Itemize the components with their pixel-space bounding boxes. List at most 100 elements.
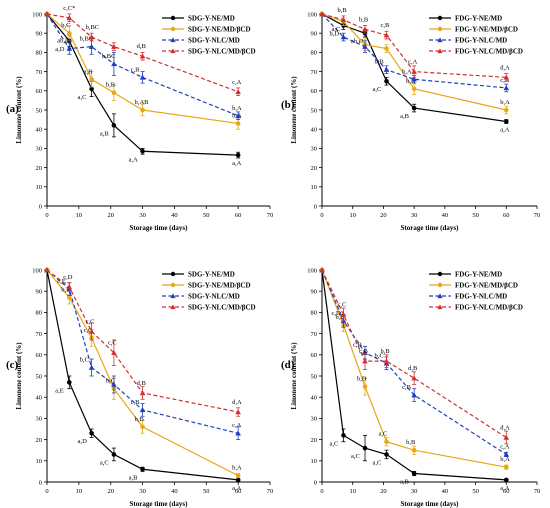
data-point xyxy=(139,53,146,59)
data-label: c,C* xyxy=(63,5,75,12)
x-tick-label: 40 xyxy=(171,212,178,219)
data-point xyxy=(88,364,95,370)
x-tick-label: 60 xyxy=(235,212,242,219)
legend-entry: FDG-Y-NE/MD xyxy=(455,15,502,23)
legend: SDG-Y-NE/MD SDG-Y-NE/MD/βCD SDG-Y-NLC/MD SD… xyxy=(162,15,256,56)
legend-marker xyxy=(170,48,176,54)
data-point xyxy=(411,76,417,82)
data-point xyxy=(111,90,117,96)
data-label: c,A xyxy=(500,443,510,450)
legend-marker xyxy=(437,48,443,54)
data-label: a,C xyxy=(379,431,388,438)
data-point xyxy=(88,43,95,49)
data-label: a,C xyxy=(100,459,109,466)
x-tick-label: 70 xyxy=(267,212,274,219)
y-tick-label: 30 xyxy=(311,146,318,153)
panel-label: (d) xyxy=(281,359,295,371)
data-point xyxy=(383,32,390,38)
data-point xyxy=(384,78,389,84)
data-point xyxy=(503,434,510,440)
x-tick-label: 40 xyxy=(442,488,449,495)
y-tick-label: 30 xyxy=(36,146,43,153)
series-line xyxy=(321,13,507,111)
legend-marker xyxy=(437,271,443,277)
x-tick-label: 50 xyxy=(472,212,479,219)
legend-marker xyxy=(170,271,176,277)
chart-panel-4: 0 10 20 30 40 50 60 70 80 90 100 0 10 20 30 40 50 60 70 Sto… xyxy=(281,267,540,508)
legend-entry: FDG-Y-NE/MD xyxy=(455,271,502,279)
data-label: a,B xyxy=(100,130,110,137)
data-label: c,E xyxy=(57,278,66,285)
data-point xyxy=(503,477,509,483)
legend-entry: SDG-Y-NE/MD/βCD xyxy=(188,26,251,34)
y-tick-label: 50 xyxy=(311,373,318,380)
data-point xyxy=(67,295,72,300)
x-tick-label: 20 xyxy=(107,488,114,495)
y-tick-label: 20 xyxy=(36,437,43,444)
data-point xyxy=(362,26,368,32)
data-point xyxy=(235,430,241,436)
data-label: c,C xyxy=(84,327,93,334)
y-tick-label: 60 xyxy=(36,88,43,95)
y-tick-label: 80 xyxy=(311,50,318,57)
data-point xyxy=(67,30,72,36)
data-label: c,D xyxy=(332,310,342,317)
data-label: b,B xyxy=(135,416,145,423)
x-tick-label: 20 xyxy=(107,212,114,219)
y-tick-label: 60 xyxy=(311,352,318,359)
x-tick-label: 60 xyxy=(503,212,510,219)
x-tick-label: 10 xyxy=(76,488,83,495)
y-tick-label: 50 xyxy=(311,107,318,114)
x-tick-label: 30 xyxy=(411,488,418,495)
x-tick-label: 10 xyxy=(349,488,356,495)
data-label: b,E xyxy=(336,314,345,321)
data-point xyxy=(66,284,73,290)
y-tick-label: 70 xyxy=(36,331,43,338)
legend-marker xyxy=(170,282,176,288)
data-label: b,D xyxy=(330,31,340,38)
x-axis-title: Storage time (days) xyxy=(401,500,460,508)
y-tick-label: 90 xyxy=(311,289,318,296)
x-tick-label: 50 xyxy=(203,212,210,219)
legend: FDG-Y-NE/MD FDG-Y-NE/MD/βCD FDG-Y-NLC/MD FD… xyxy=(429,15,523,56)
series-line xyxy=(46,269,239,434)
data-point xyxy=(411,375,417,381)
data-label: d,A xyxy=(500,64,510,71)
y-tick-label: 100 xyxy=(32,11,42,18)
series-line xyxy=(46,269,239,413)
data-label: c,C xyxy=(108,340,117,347)
y-tick-label: 90 xyxy=(36,31,43,38)
data-point xyxy=(67,380,72,385)
data-label: b,D xyxy=(357,376,367,383)
data-point xyxy=(411,447,417,453)
data-point xyxy=(503,74,510,80)
data-label: d,B xyxy=(408,365,418,372)
data-point xyxy=(89,86,94,92)
legend-marker xyxy=(170,304,176,310)
series-4: c,D c,C c,C d,B d,A xyxy=(44,267,242,417)
legend-marker xyxy=(437,293,443,299)
series-line xyxy=(46,269,239,481)
x-axis-title: Storage time (days) xyxy=(401,224,460,232)
y-tick-label: 60 xyxy=(311,88,318,95)
data-label: a,A xyxy=(500,127,510,134)
data-label: b,C xyxy=(61,22,70,29)
data-point xyxy=(139,390,146,396)
series-line xyxy=(46,269,239,477)
data-point xyxy=(340,16,347,22)
data-point xyxy=(411,105,417,111)
series-1: a,E a,D a,C a,B a,A xyxy=(44,267,242,492)
data-label: b,A xyxy=(232,105,242,112)
legend-entry: SDG-Y-NLC/MD xyxy=(188,293,240,301)
data-point xyxy=(139,407,146,413)
legend-entry: SDG-Y-NE/MD xyxy=(188,15,235,23)
data-label: a,A xyxy=(500,485,510,492)
y-axis-title: Limonene content (%) xyxy=(15,76,23,144)
x-tick-label: 40 xyxy=(171,488,178,495)
y-tick-label: 10 xyxy=(311,184,318,191)
legend-marker xyxy=(437,37,443,43)
y-tick-label: 80 xyxy=(311,310,318,317)
y-tick-label: 80 xyxy=(36,310,43,317)
data-label: b,C xyxy=(106,378,115,385)
